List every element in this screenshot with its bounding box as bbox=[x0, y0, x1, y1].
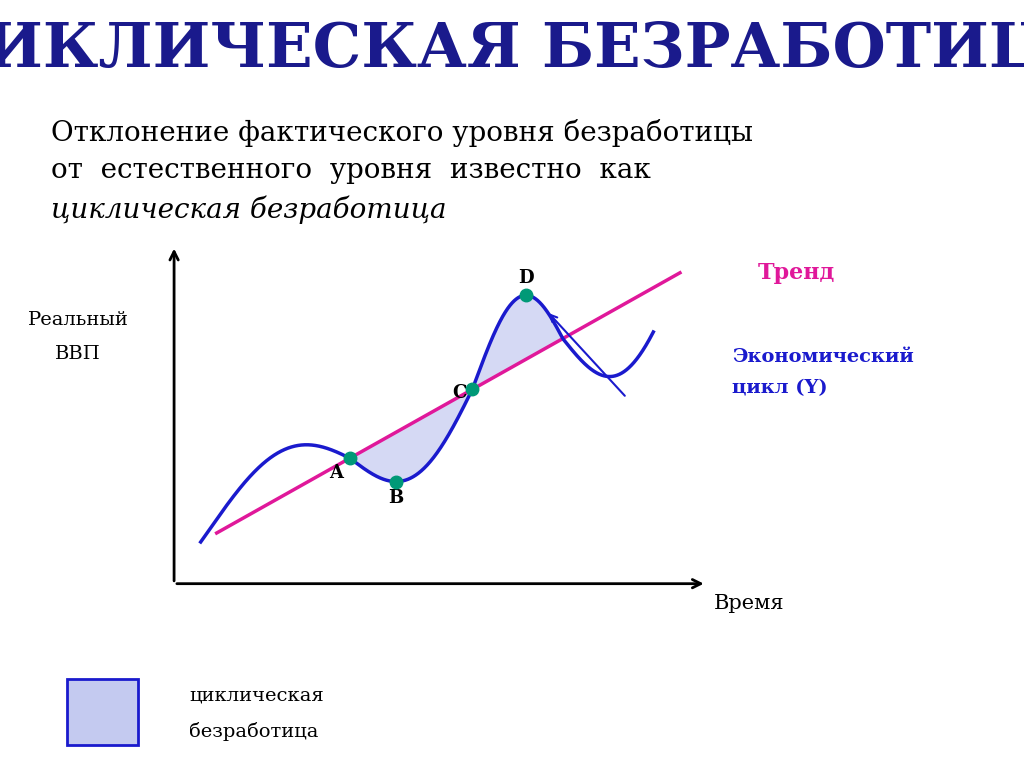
Text: цикл (Y): цикл (Y) bbox=[732, 379, 827, 397]
Text: Экономический: Экономический bbox=[732, 348, 913, 366]
Text: Время: Время bbox=[714, 594, 784, 614]
Text: C: C bbox=[452, 384, 466, 402]
Text: B: B bbox=[388, 489, 403, 508]
Text: Тренд: Тренд bbox=[758, 262, 835, 283]
Text: безработица: безработица bbox=[189, 722, 318, 740]
Text: от  естественного  уровня  известно  как: от естественного уровня известно как bbox=[51, 157, 651, 184]
Text: циклическая: циклическая bbox=[189, 686, 325, 704]
Text: ЦИКЛИЧЕСКАЯ БЕЗРАБОТИЦА: ЦИКЛИЧЕСКАЯ БЕЗРАБОТИЦА bbox=[0, 19, 1024, 79]
Text: A: A bbox=[330, 465, 343, 482]
Text: ВВП: ВВП bbox=[55, 345, 101, 363]
Text: Отклонение фактического уровня безработицы: Отклонение фактического уровня безработи… bbox=[51, 119, 754, 147]
Bar bbox=[67, 680, 138, 745]
Text: D: D bbox=[518, 270, 534, 287]
Text: Реальный: Реальный bbox=[28, 311, 129, 329]
Text: циклическая безработица: циклическая безработица bbox=[51, 196, 446, 224]
